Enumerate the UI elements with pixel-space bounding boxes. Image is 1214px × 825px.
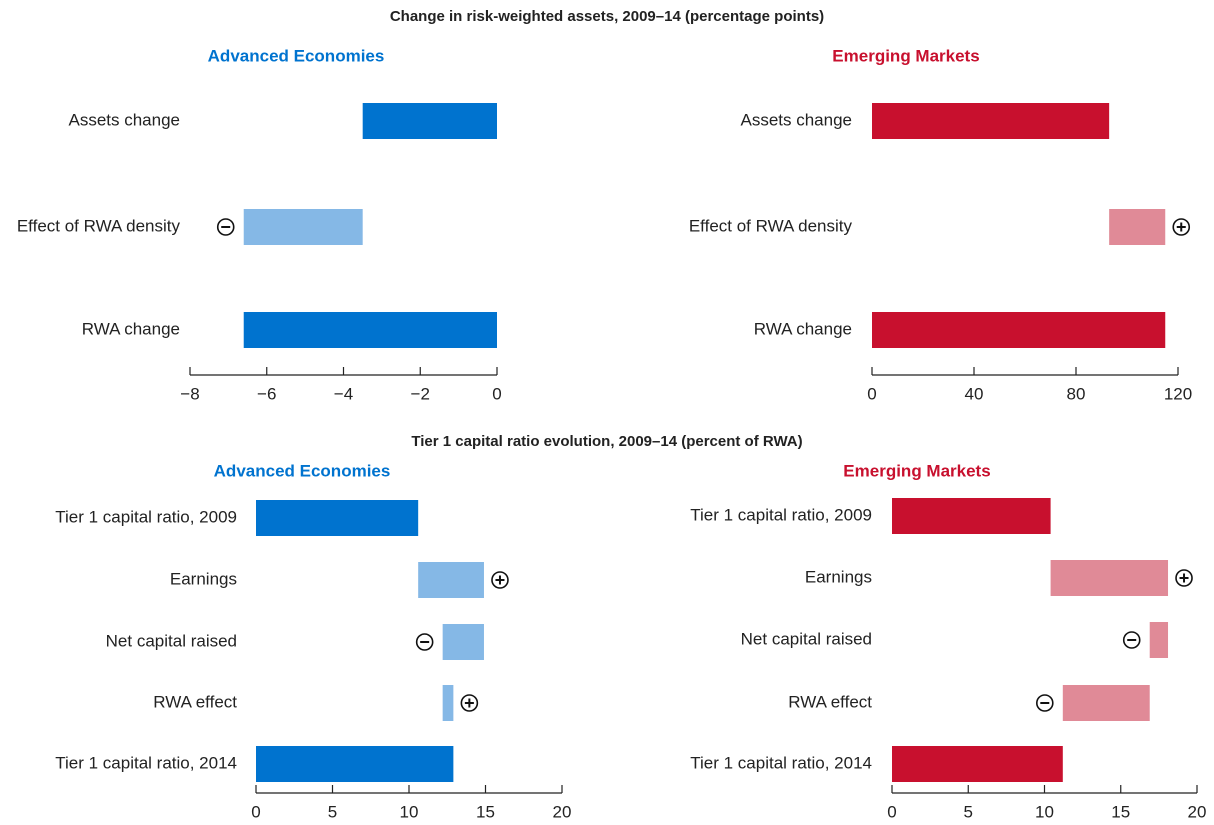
x-tick-label: 10 <box>400 802 419 821</box>
bar <box>256 746 454 782</box>
chart-title: Change in risk-weighted assets, 2009–14 … <box>390 8 824 25</box>
category-label: Effect of RWA density <box>689 216 853 235</box>
x-tick-label: 80 <box>1067 384 1086 403</box>
bar <box>872 103 1110 139</box>
x-tick-label: 15 <box>476 802 495 821</box>
category-label: Assets change <box>68 110 180 129</box>
x-tick-label: 20 <box>1188 802 1207 821</box>
x-tick-label: 0 <box>867 384 876 403</box>
category-label: Tier 1 capital ratio, 2009 <box>55 507 237 526</box>
subtitle: Emerging Markets <box>843 461 990 480</box>
bar <box>892 498 1051 534</box>
category-label: Earnings <box>170 569 237 588</box>
x-tick-label: 40 <box>965 384 984 403</box>
bar <box>1062 685 1150 721</box>
category-label: Assets change <box>740 110 852 129</box>
bar <box>256 500 419 536</box>
x-tick-label: 120 <box>1164 384 1192 403</box>
subtitle: Advanced Economies <box>208 46 385 65</box>
x-tick-label: 5 <box>964 802 973 821</box>
category-label: Earnings <box>805 567 872 586</box>
x-tick-label: 5 <box>328 802 337 821</box>
bar <box>872 312 1166 348</box>
bar <box>892 746 1063 782</box>
x-tick-label: 20 <box>553 802 572 821</box>
subtitle: Advanced Economies <box>214 461 391 480</box>
x-tick-label: 15 <box>1111 802 1130 821</box>
category-label: Net capital raised <box>106 631 237 650</box>
category-label: Net capital raised <box>741 629 872 648</box>
category-label: RWA change <box>754 319 852 338</box>
category-label: Effect of RWA density <box>17 216 181 235</box>
x-tick-label: −8 <box>180 384 199 403</box>
bar <box>442 685 454 721</box>
bar <box>418 562 484 598</box>
category-label: Tier 1 capital ratio, 2014 <box>690 753 872 772</box>
category-label: Tier 1 capital ratio, 2009 <box>690 505 872 524</box>
bar <box>1109 209 1166 245</box>
category-label: RWA effect <box>788 692 872 711</box>
bar <box>442 624 484 660</box>
bar <box>243 312 497 348</box>
x-tick-label: −4 <box>334 384 353 403</box>
x-tick-label: 0 <box>251 802 260 821</box>
category-label: RWA effect <box>153 692 237 711</box>
x-tick-label: −6 <box>257 384 276 403</box>
category-label: RWA change <box>82 319 180 338</box>
x-tick-label: 0 <box>887 802 896 821</box>
x-tick-label: −2 <box>411 384 430 403</box>
bar <box>1050 560 1169 596</box>
bar <box>362 103 497 139</box>
x-tick-label: 10 <box>1035 802 1054 821</box>
x-tick-label: 0 <box>492 384 501 403</box>
category-label: Tier 1 capital ratio, 2014 <box>55 753 237 772</box>
subtitle: Emerging Markets <box>832 46 979 65</box>
bar <box>243 209 363 245</box>
chart-title: Tier 1 capital ratio evolution, 2009–14 … <box>411 433 802 450</box>
bar <box>1149 622 1169 658</box>
